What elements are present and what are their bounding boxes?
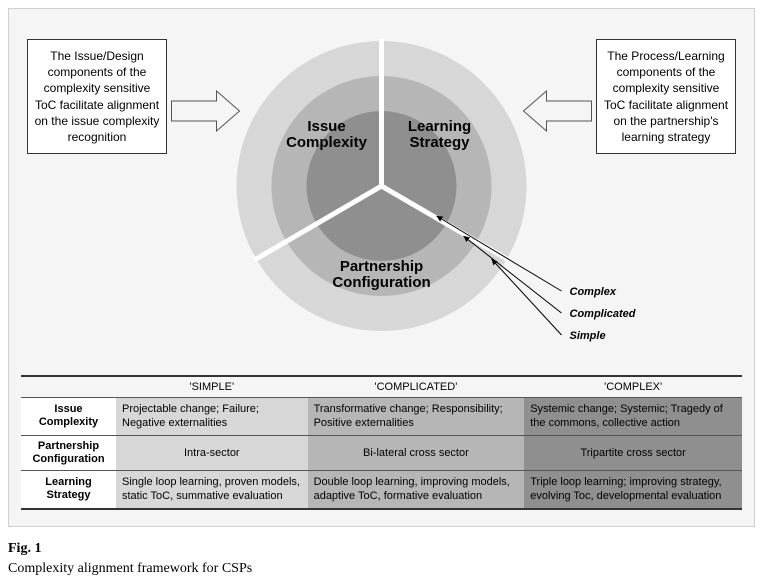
row-label-learning: LearningStrategy	[21, 470, 116, 508]
row-label-issue: IssueComplexity	[21, 398, 116, 436]
sector-label-learning: LearningStrategy	[408, 118, 471, 151]
header-blank	[21, 376, 116, 398]
table-row: IssueComplexity Projectable change; Fail…	[21, 398, 742, 436]
sector-label-partnership: PartnershipConfiguration	[332, 258, 430, 291]
figure-caption: Complexity alignment framework for CSPs	[8, 561, 252, 576]
cell-partnership-complicated: Bi-lateral cross sector	[308, 435, 525, 470]
cell-learning-complicated: Double loop learning, improving models, …	[308, 470, 525, 508]
header-complex: 'COMPLEX'	[524, 376, 742, 398]
header-complicated: 'COMPLICATED'	[308, 376, 525, 398]
figure-caption-block: Fig. 1 Complexity alignment framework fo…	[8, 541, 755, 577]
cell-issue-complex: Systemic change; Systemic; Tragedy of th…	[524, 398, 742, 436]
cell-issue-complicated: Transformative change; Responsibility; P…	[308, 398, 525, 436]
figure-frame: The Issue/Design components of the compl…	[8, 8, 755, 527]
legend-label-simple: Simple	[570, 330, 606, 342]
row-label-partnership: PartnershipConfiguration	[21, 435, 116, 470]
figure-number: Fig. 1	[8, 541, 755, 557]
legend-label-complicated: Complicated	[570, 308, 636, 320]
table-row: PartnershipConfiguration Intra-sector Bi…	[21, 435, 742, 470]
table-row: LearningStrategy Single loop learning, p…	[21, 470, 742, 508]
cell-partnership-complex: Tripartite cross sector	[524, 435, 742, 470]
arrow-left	[172, 91, 240, 131]
table-header-row: 'SIMPLE' 'COMPLICATED' 'COMPLEX'	[21, 376, 742, 398]
alignment-table: 'SIMPLE' 'COMPLICATED' 'COMPLEX' IssueCo…	[21, 375, 742, 510]
rings-svg: IssueComplexity LearningStrategy Partner…	[21, 21, 742, 371]
cell-issue-simple: Projectable change; Failure; Negative ex…	[116, 398, 308, 436]
legend-label-complex: Complex	[570, 286, 617, 298]
header-simple: 'SIMPLE'	[116, 376, 308, 398]
arrow-right	[524, 91, 592, 131]
cell-learning-complex: Triple loop learning; improving strategy…	[524, 470, 742, 508]
diagram-area: The Issue/Design components of the compl…	[21, 21, 742, 371]
cell-learning-simple: Single loop learning, proven models, sta…	[116, 470, 308, 508]
cell-partnership-simple: Intra-sector	[116, 435, 308, 470]
